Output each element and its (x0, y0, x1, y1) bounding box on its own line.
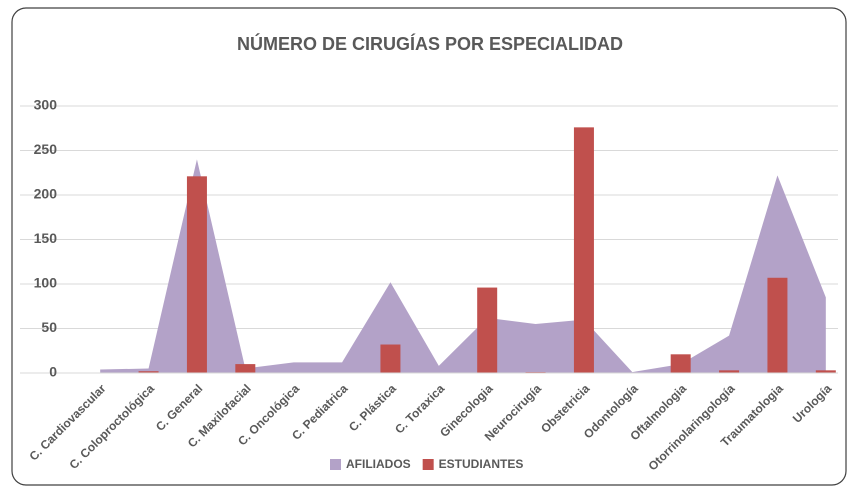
chart-title: NÚMERO DE CIRUGÍAS POR ESPECIALIDAD (237, 33, 623, 54)
bar (719, 370, 740, 373)
bar (477, 287, 498, 373)
bar (670, 354, 691, 373)
chart-frame (11, 7, 847, 486)
bar (573, 127, 594, 373)
marks (20, 127, 838, 374)
y-tick-label: 200 (34, 186, 58, 202)
legend-label: ESTUDIANTES (439, 457, 524, 471)
bar (815, 370, 836, 373)
bar (380, 344, 401, 373)
y-tick-label: 300 (34, 97, 58, 113)
legend-swatch (330, 459, 341, 470)
y-tick-label: 50 (41, 319, 57, 335)
y-tick-label: 0 (49, 364, 57, 380)
bar (235, 364, 256, 373)
y-tick-label: 250 (34, 141, 58, 157)
area (100, 159, 826, 373)
y-tick-label: 100 (34, 275, 58, 291)
legend-swatch (422, 459, 434, 470)
legend-label: AFILIADOS (346, 457, 411, 471)
grid (20, 105, 838, 374)
bar (138, 371, 159, 373)
bar (186, 176, 207, 373)
y-tick-label: 150 (34, 230, 58, 246)
bar (767, 277, 788, 373)
